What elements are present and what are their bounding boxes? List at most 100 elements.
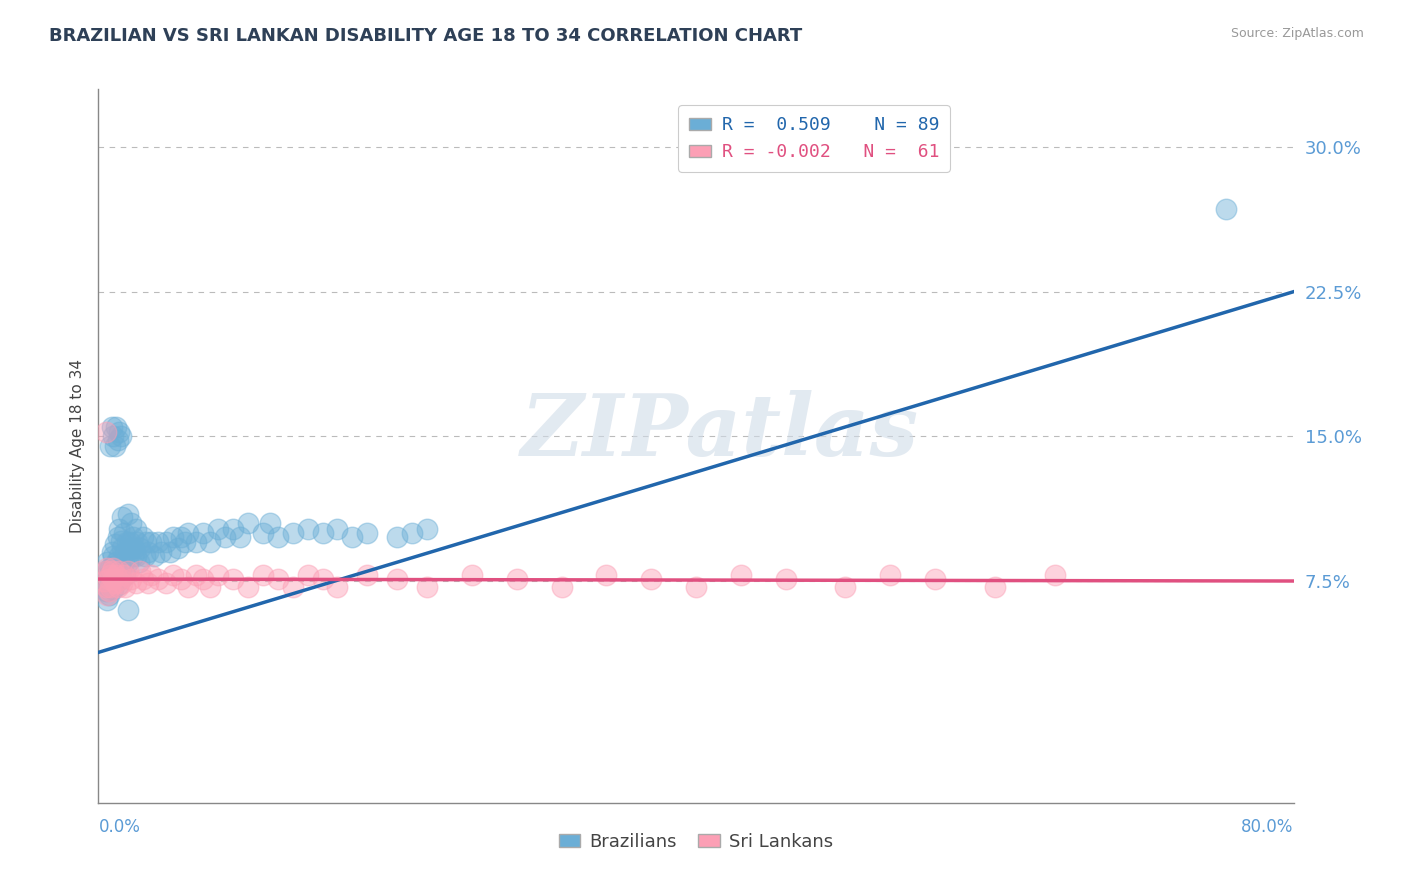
- Point: [94, 580, 117, 594]
- Point: [97, 572, 120, 586]
- Point: [112, 555, 135, 569]
- Point: [120, 572, 142, 586]
- Point: [416, 580, 439, 594]
- Point: [125, 549, 148, 563]
- Point: [297, 522, 319, 536]
- Point: [103, 549, 125, 563]
- Point: [94, 565, 117, 579]
- Point: [111, 576, 134, 591]
- Point: [401, 525, 423, 540]
- Point: [104, 537, 127, 551]
- Point: [103, 582, 125, 596]
- Point: [214, 530, 236, 544]
- Point: [162, 568, 184, 582]
- Point: [155, 576, 177, 591]
- Point: [121, 530, 143, 544]
- Point: [129, 565, 152, 579]
- Point: [229, 530, 252, 544]
- Point: [267, 572, 290, 586]
- Point: [129, 541, 152, 556]
- Point: [155, 535, 177, 549]
- Point: [124, 541, 146, 556]
- Point: [834, 580, 856, 594]
- Point: [105, 555, 128, 569]
- Point: [103, 558, 125, 573]
- Point: [101, 565, 124, 579]
- Point: [98, 560, 122, 574]
- Point: [104, 576, 127, 591]
- Point: [96, 587, 118, 601]
- Point: [112, 568, 135, 582]
- Point: [121, 549, 143, 563]
- Point: [107, 434, 129, 448]
- Point: [108, 522, 131, 536]
- Point: [120, 541, 142, 556]
- Point: [166, 541, 188, 556]
- Point: [136, 545, 159, 559]
- Point: [461, 568, 484, 582]
- Point: [222, 522, 245, 536]
- Point: [150, 545, 173, 559]
- Point: [326, 522, 349, 536]
- Point: [108, 425, 131, 440]
- Point: [107, 578, 129, 592]
- Point: [169, 530, 191, 544]
- Point: [98, 439, 122, 453]
- Point: [148, 572, 170, 586]
- Point: [98, 574, 122, 588]
- Point: [267, 530, 290, 544]
- Point: [356, 568, 378, 582]
- Point: [111, 510, 134, 524]
- Point: [110, 572, 132, 586]
- Point: [342, 530, 364, 544]
- Point: [184, 535, 207, 549]
- Point: [105, 568, 128, 582]
- Point: [103, 572, 125, 586]
- Point: [110, 429, 132, 443]
- Point: [984, 580, 1007, 594]
- Point: [281, 580, 304, 594]
- Point: [222, 572, 245, 586]
- Point: [252, 568, 274, 582]
- Point: [879, 568, 901, 582]
- Point: [1043, 568, 1066, 582]
- Point: [105, 568, 128, 582]
- Point: [127, 535, 149, 549]
- Point: [110, 572, 132, 586]
- Point: [148, 535, 170, 549]
- Point: [117, 565, 139, 579]
- Point: [924, 572, 946, 586]
- Point: [356, 525, 378, 540]
- Point: [111, 541, 134, 556]
- Point: [259, 516, 281, 530]
- Y-axis label: Disability Age 18 to 34: Disability Age 18 to 34: [69, 359, 84, 533]
- Point: [506, 572, 529, 586]
- Point: [416, 522, 439, 536]
- Point: [118, 535, 141, 549]
- Point: [114, 580, 136, 594]
- Point: [236, 580, 259, 594]
- Point: [103, 572, 125, 586]
- Point: [120, 516, 142, 530]
- Point: [101, 419, 124, 434]
- Point: [134, 549, 156, 563]
- Point: [125, 522, 148, 536]
- Point: [94, 425, 117, 440]
- Point: [326, 580, 349, 594]
- Point: [136, 576, 159, 591]
- Point: [385, 572, 409, 586]
- Point: [107, 530, 129, 544]
- Point: [200, 580, 222, 594]
- Point: [103, 429, 125, 443]
- Point: [132, 530, 155, 544]
- Legend: Brazilians, Sri Lankans: Brazilians, Sri Lankans: [551, 826, 841, 858]
- Point: [1215, 202, 1237, 216]
- Point: [94, 583, 117, 598]
- Point: [128, 555, 150, 569]
- Point: [177, 580, 200, 594]
- Point: [297, 568, 319, 582]
- Point: [169, 572, 191, 586]
- Point: [385, 530, 409, 544]
- Point: [115, 535, 138, 549]
- Point: [139, 568, 162, 582]
